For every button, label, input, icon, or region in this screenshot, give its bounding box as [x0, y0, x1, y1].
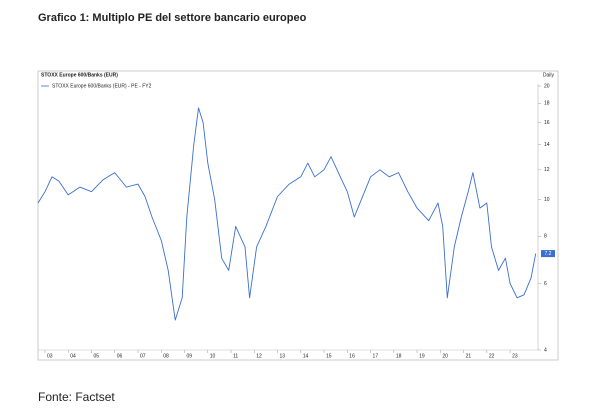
x-tick-label: 16 — [349, 353, 355, 359]
chart-title: Grafico 1: Multiplo PE del settore banca… — [38, 12, 307, 24]
chart-frame — [37, 70, 559, 361]
x-tick-label: 10 — [210, 353, 216, 359]
y-tick-label: 20 — [544, 83, 550, 89]
x-tick-label: 14 — [303, 353, 309, 359]
y-tick-label: 6 — [544, 281, 547, 287]
x-tick-label: 06 — [117, 353, 123, 359]
x-tick-label: 11 — [233, 353, 238, 359]
x-tick-label: 22 — [489, 353, 495, 359]
x-tick-label: 15 — [326, 353, 332, 359]
x-tick-label: 20 — [442, 353, 448, 359]
y-tick-label: 4 — [544, 347, 547, 353]
frequency-label: Daily — [543, 72, 555, 78]
x-tick-label: 08 — [163, 353, 169, 359]
x-tick-label: 04 — [70, 353, 76, 359]
series-line — [37, 107, 537, 321]
x-tick-label: 12 — [256, 353, 262, 359]
y-tick-label: 10 — [544, 197, 550, 203]
source: Fonte: Factset — [38, 390, 115, 404]
y-tick-label: 18 — [544, 101, 550, 107]
chart-subtitle: STOXX Europe 600/Banks (EUR) — [41, 72, 118, 78]
x-tick-label: 13 — [280, 353, 286, 359]
y-tick-label: 8 — [544, 234, 547, 240]
y-tick-label: 14 — [544, 142, 550, 148]
x-tick-label: 17 — [373, 353, 379, 359]
x-tick-label: 03 — [47, 353, 53, 359]
last-value-label: 7.2 — [545, 251, 552, 257]
x-tick-label: 09 — [187, 353, 193, 359]
x-tick-label: 19 — [419, 353, 425, 359]
x-tick-label: 18 — [396, 353, 402, 359]
x-tick-label: 23 — [512, 353, 518, 359]
x-tick-label: 05 — [93, 353, 99, 359]
y-tick-label: 16 — [544, 120, 550, 126]
last-value-box — [541, 250, 555, 258]
legend-label: STOXX Europe 600/Banks (EUR) - PE - FY2 — [52, 83, 152, 89]
x-tick-label: 07 — [140, 353, 146, 359]
y-tick-label: 12 — [544, 167, 550, 173]
x-tick-label: 21 — [466, 353, 472, 359]
